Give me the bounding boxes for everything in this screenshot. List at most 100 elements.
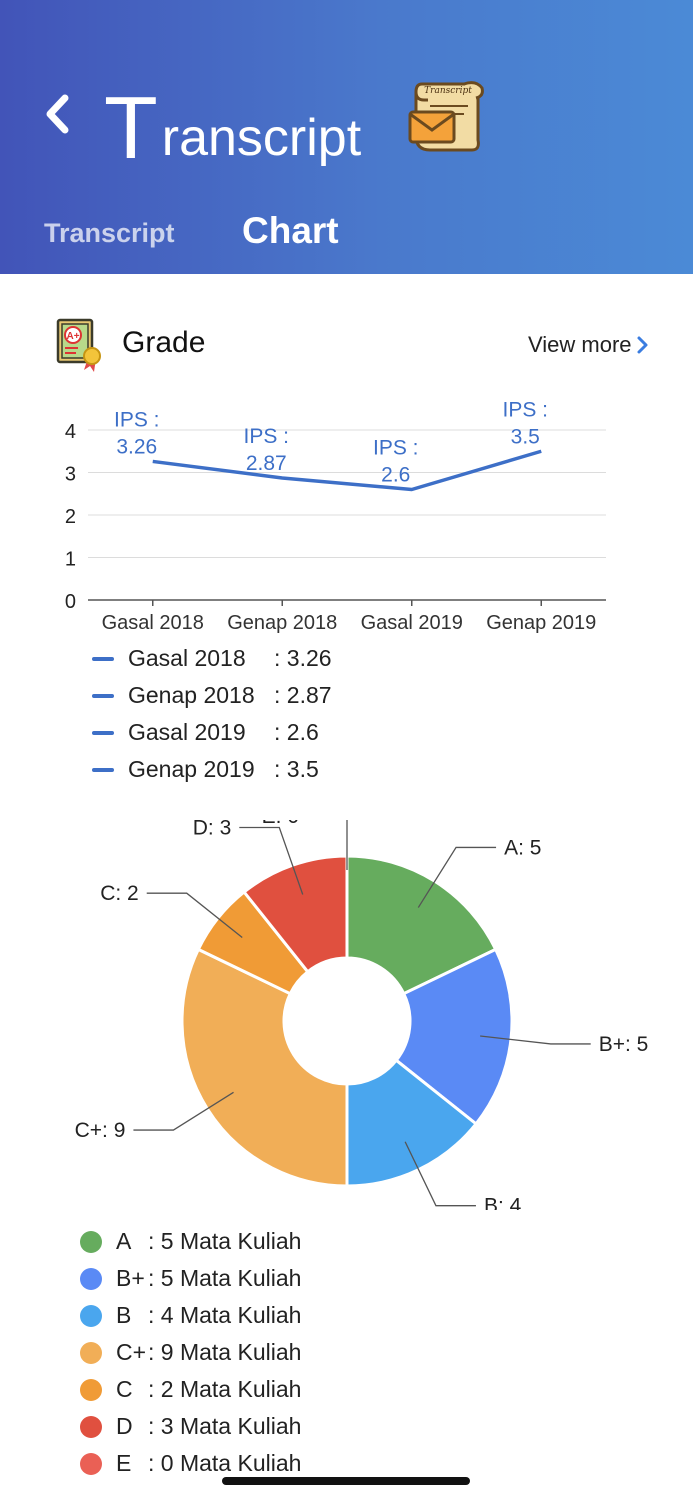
legend-semester: Gasal 2018 [128, 645, 246, 671]
legend-item: Gasal 2018 : 3.26 [92, 640, 332, 677]
legend-count: : 5 Mata Kuliah [148, 1265, 302, 1291]
legend-grade: A [116, 1228, 132, 1254]
slice-leader-line [480, 1035, 591, 1045]
back-button[interactable] [38, 88, 78, 138]
legend-value: : 3.5 [274, 756, 319, 782]
ips-line-chart: 0 1 2 3 4 Gasal 2018 Genap 2018 Gasal 2019 Genap… [65, 398, 606, 634]
legend-color-dot [80, 1267, 102, 1290]
page-title: T ranscript [104, 78, 362, 177]
data-label: 2.6 [381, 464, 410, 487]
legend-color-dot [80, 1415, 102, 1438]
certificate-icon-text: A+ [66, 331, 79, 342]
tab-chart[interactable]: Chart [242, 210, 339, 251]
legend-item: E : 0 Mata Kuliah [80, 1445, 301, 1482]
slice-leader-line [346, 820, 348, 870]
x-tick-label: Genap 2018 [227, 612, 337, 634]
y-tick-label: 3 [65, 464, 76, 486]
legend-line-marker [92, 767, 114, 772]
pie-slice-b-plus [394, 947, 514, 1126]
legend-count: : 3 Mata Kuliah [148, 1413, 302, 1439]
slice-label: E: 0 [262, 820, 299, 828]
page-title-initial: T [104, 78, 158, 177]
legend-count: : 0 Mata Kuliah [148, 1450, 302, 1476]
legend-color-dot [80, 1452, 102, 1475]
slice-label: C: 2 [100, 882, 139, 905]
data-label: IPS : [114, 408, 160, 431]
legend-count: : 9 Mata Kuliah [148, 1339, 302, 1365]
app-header: T ranscript Transcript Transcript Chart [0, 0, 693, 274]
legend-color-dot [80, 1304, 102, 1327]
slice-leader-line [404, 1141, 476, 1207]
data-label: 3.5 [511, 425, 540, 448]
view-more-label: View more [528, 332, 632, 357]
legend-color-dot [80, 1230, 102, 1253]
slice-label: B+: 5 [599, 1033, 649, 1056]
legend-grade: B+ [116, 1265, 145, 1291]
y-tick-label: 1 [65, 549, 76, 571]
page-title-rest: ranscript [161, 109, 362, 167]
tab-transcript[interactable]: Transcript [44, 218, 175, 248]
data-label: IPS : [373, 437, 419, 460]
data-label: IPS : [502, 398, 548, 421]
legend-item: B+ : 5 Mata Kuliah [80, 1260, 301, 1297]
grade-donut-chart: A: 5 B+: 5 B: 4 C+: 9 C: 2 D: 3 E: 0 [75, 820, 649, 1210]
line-chart-legend: Gasal 2018 : 3.26 Genap 2018 : 2.87 Gasa… [92, 640, 332, 788]
legend-semester: Gasal 2019 [128, 719, 246, 745]
legend-count: : 5 Mata Kuliah [148, 1228, 302, 1254]
chevron-left-icon [46, 94, 69, 134]
legend-color-dot [80, 1341, 102, 1364]
slice-label: A: 5 [504, 836, 541, 859]
x-tick-label: Gasal 2018 [102, 612, 204, 634]
legend-value: : 2.87 [274, 682, 332, 708]
legend-item: A : 5 Mata Kuliah [80, 1223, 301, 1260]
data-label: 2.87 [246, 452, 287, 475]
legend-semester: Genap 2018 [128, 682, 255, 708]
legend-semester: Genap 2019 [128, 756, 255, 782]
legend-item: Genap 2018 : 2.87 [92, 677, 332, 714]
pie-slice-c-plus [180, 947, 349, 1188]
legend-item: Genap 2019 : 3.5 [92, 751, 332, 788]
legend-count: : 2 Mata Kuliah [148, 1376, 302, 1402]
legend-item: C+ : 9 Mata Kuliah [80, 1334, 301, 1371]
pie-chart-legend: A : 5 Mata Kuliah B+ : 5 Mata Kuliah B :… [80, 1223, 301, 1482]
slice-leader-line [239, 826, 304, 895]
y-tick-label: 0 [65, 591, 76, 613]
y-tick-label: 4 [65, 421, 76, 443]
legend-line-marker [92, 730, 114, 735]
slice-label: D: 3 [193, 820, 232, 840]
legend-line-marker [92, 693, 114, 698]
data-label: 3.26 [116, 435, 157, 458]
legend-grade: B [116, 1302, 132, 1328]
a-plus-certificate-icon: A+ [54, 318, 104, 372]
legend-count: : 4 Mata Kuliah [148, 1302, 302, 1328]
slice-label: B: 4 [484, 1195, 522, 1210]
x-tick-label: Genap 2019 [486, 612, 596, 634]
legend-value: : 2.6 [274, 719, 319, 745]
home-indicator[interactable] [222, 1477, 470, 1485]
pie-slice-b [345, 1058, 479, 1188]
legend-line-marker [92, 656, 114, 661]
slice-label: C+: 9 [75, 1119, 126, 1142]
slice-leader-line [417, 846, 497, 908]
legend-grade: C [116, 1376, 133, 1402]
legend-item: Gasal 2019 : 2.6 [92, 714, 332, 751]
data-label: IPS : [243, 425, 289, 448]
legend-value: : 3.26 [274, 645, 332, 671]
legend-item: D : 3 Mata Kuliah [80, 1408, 301, 1445]
legend-grade: C+ [116, 1339, 147, 1365]
series-line-ips [152, 449, 542, 492]
slice-leader-line [133, 1091, 234, 1131]
x-tick-label: Gasal 2019 [361, 612, 463, 634]
legend-item: C : 2 Mata Kuliah [80, 1371, 301, 1408]
y-tick-label: 2 [65, 506, 76, 528]
scroll-icon-text: Transcript [424, 86, 472, 96]
scroll-envelope-icon: Transcript [406, 76, 486, 156]
legend-color-dot [80, 1378, 102, 1401]
legend-grade: D [116, 1413, 133, 1439]
view-more-link[interactable]: View more [528, 332, 650, 358]
pie-slice-a [345, 854, 498, 996]
legend-item: B : 4 Mata Kuliah [80, 1297, 301, 1334]
slice-leader-line [146, 892, 243, 938]
grade-section-title: Grade [122, 326, 206, 359]
chevron-right-icon [637, 336, 648, 354]
